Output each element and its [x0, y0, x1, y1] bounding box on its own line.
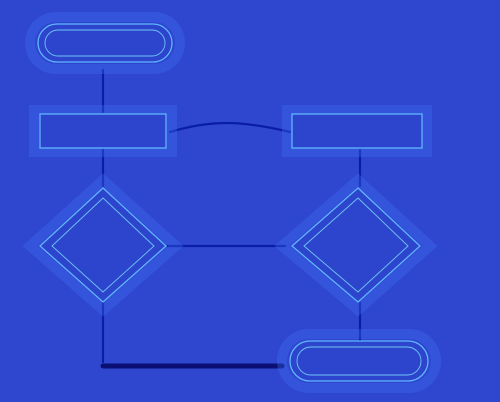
- end-node: [289, 340, 429, 382]
- process-right-node: [291, 113, 423, 149]
- start-node: [37, 23, 173, 63]
- decision-left-node: [39, 187, 167, 303]
- start-node-halo: [25, 12, 185, 74]
- decision-left-halo: [22, 173, 184, 317]
- decision-right-halo: [274, 173, 438, 317]
- edge-process-left-to-process-right: [168, 121, 292, 134]
- decision-right-inner: [303, 197, 409, 293]
- start-node-inner: [44, 29, 166, 57]
- end-node-inner: [296, 346, 422, 376]
- process-right-halo: [282, 105, 432, 157]
- decision-right-node: [291, 187, 421, 303]
- process-left-node: [39, 113, 167, 149]
- decision-left-inner: [51, 197, 155, 293]
- end-node-halo: [277, 329, 441, 393]
- process-left-halo: [29, 105, 177, 157]
